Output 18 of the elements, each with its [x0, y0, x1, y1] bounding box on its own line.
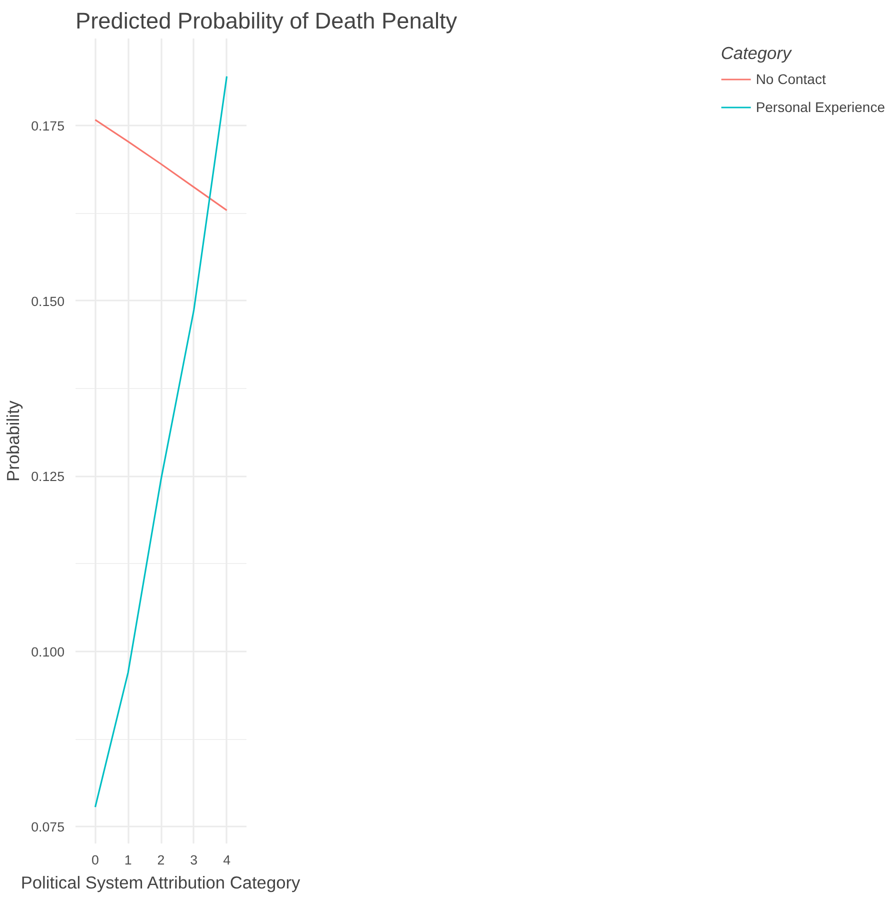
- legend-label: No Contact: [756, 71, 826, 87]
- x-axis-title: Political System Attribution Category: [20, 872, 301, 892]
- x-tick-label: 2: [157, 852, 165, 868]
- x-tick-label: 1: [124, 852, 132, 868]
- y-tick-label: 0.125: [31, 469, 65, 484]
- legend-label: Personal Experience: [756, 99, 885, 115]
- x-tick-label: 3: [190, 852, 198, 868]
- chart-title: Predicted Probability of Death Penalty: [76, 8, 458, 34]
- y-tick-label: 0.075: [31, 820, 65, 835]
- line-series: [94, 76, 228, 808]
- line-series: [94, 119, 228, 212]
- x-tick-label: 4: [223, 852, 232, 868]
- y-tick-label: 0.100: [31, 644, 65, 660]
- y-tick-label: 0.175: [31, 118, 65, 134]
- legend-title: Category: [720, 43, 793, 64]
- y-tick-label: 0.150: [31, 294, 65, 309]
- y-axis-title: Probability: [3, 400, 24, 482]
- x-tick-label: 0: [92, 852, 99, 868]
